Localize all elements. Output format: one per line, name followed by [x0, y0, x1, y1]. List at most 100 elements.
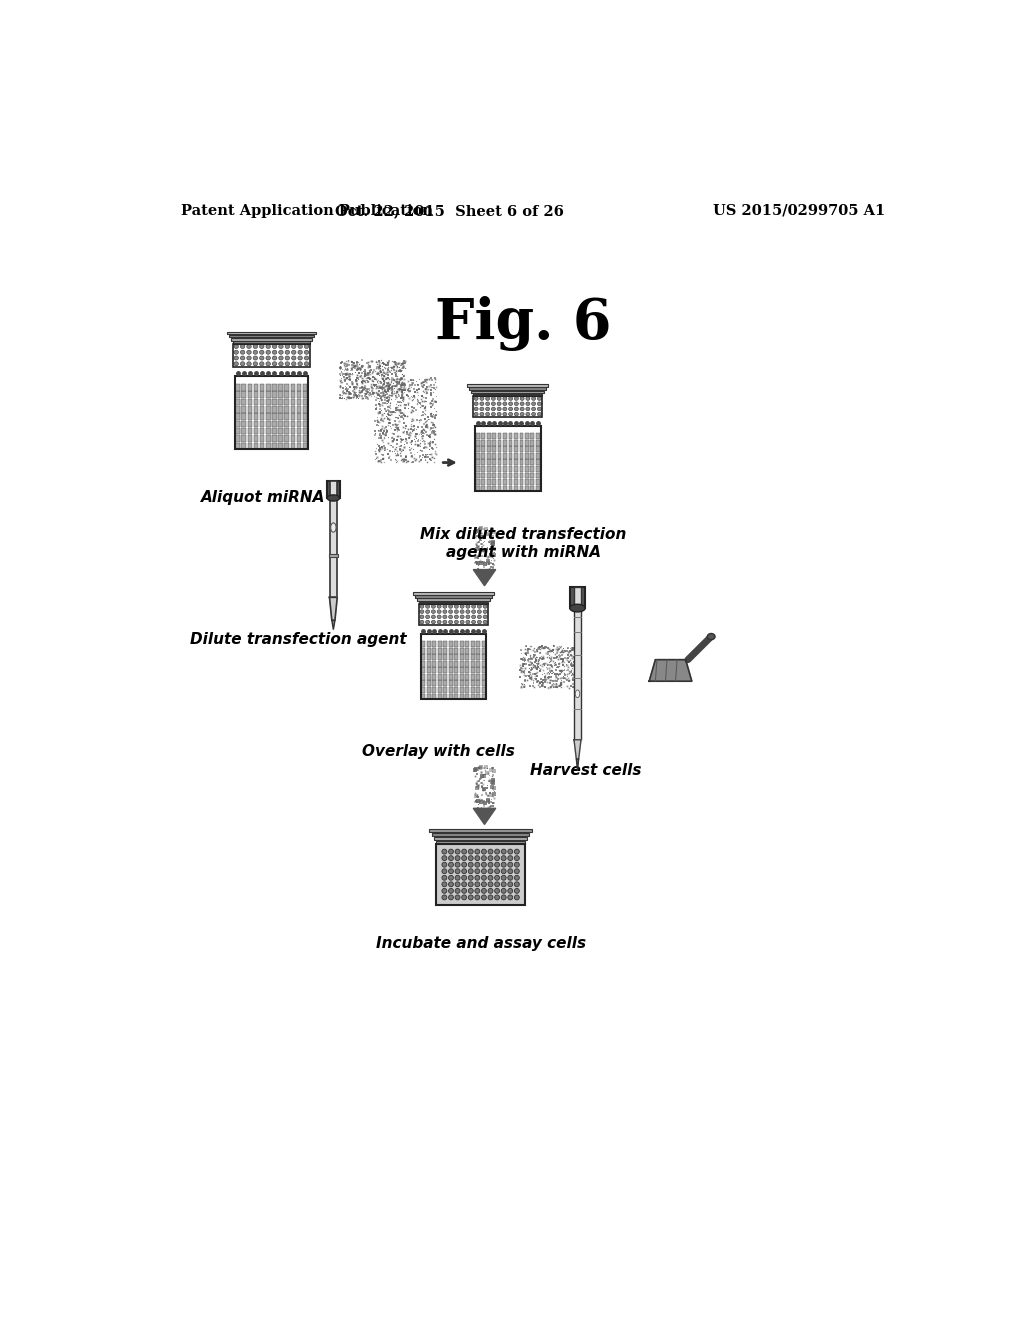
Bar [229, 335, 313, 338]
Ellipse shape [475, 888, 480, 894]
Bar [248, 399, 252, 405]
Ellipse shape [477, 620, 481, 624]
Ellipse shape [481, 895, 486, 900]
Ellipse shape [466, 610, 470, 614]
Bar [266, 399, 270, 405]
Ellipse shape [431, 615, 435, 619]
Ellipse shape [475, 855, 480, 861]
Ellipse shape [503, 401, 507, 405]
Ellipse shape [485, 407, 489, 411]
Ellipse shape [331, 523, 336, 532]
Ellipse shape [304, 356, 309, 360]
Bar [498, 440, 502, 446]
Polygon shape [577, 759, 579, 771]
Text: Overlay with cells: Overlay with cells [361, 743, 514, 759]
Bar [266, 421, 270, 428]
Text: Incubate and assay cells: Incubate and assay cells [376, 936, 586, 952]
Bar [291, 384, 295, 391]
Bar [443, 642, 447, 647]
Bar [297, 428, 301, 434]
Bar [498, 479, 502, 484]
Ellipse shape [272, 356, 276, 360]
Bar [438, 681, 441, 686]
Bar [421, 693, 425, 700]
Ellipse shape [279, 362, 284, 366]
Bar [469, 388, 546, 389]
Bar [514, 440, 518, 446]
Ellipse shape [442, 615, 446, 619]
Bar [530, 486, 535, 491]
Ellipse shape [233, 356, 239, 360]
Bar [436, 843, 524, 906]
Ellipse shape [475, 849, 480, 854]
Bar [285, 442, 289, 449]
Bar [233, 342, 309, 343]
Bar [455, 693, 458, 700]
Ellipse shape [259, 350, 264, 354]
Ellipse shape [426, 620, 430, 624]
Bar [443, 668, 447, 673]
Ellipse shape [495, 849, 500, 854]
Ellipse shape [488, 862, 493, 867]
Ellipse shape [442, 610, 446, 614]
Bar [481, 446, 485, 453]
Bar [476, 648, 480, 653]
Bar [248, 421, 252, 428]
Bar [514, 479, 518, 484]
Ellipse shape [477, 605, 481, 609]
Ellipse shape [285, 350, 290, 354]
Bar [471, 693, 475, 700]
Bar [471, 686, 475, 693]
Bar [285, 384, 289, 391]
Bar [449, 661, 453, 667]
Ellipse shape [272, 362, 276, 366]
Ellipse shape [492, 412, 496, 416]
Ellipse shape [508, 882, 513, 887]
Ellipse shape [442, 620, 446, 624]
Bar [455, 681, 458, 686]
Bar [503, 433, 507, 440]
Ellipse shape [292, 356, 296, 360]
Bar [525, 479, 529, 484]
Bar [432, 668, 436, 673]
Bar [303, 391, 307, 397]
Bar [236, 384, 240, 391]
Bar [291, 428, 295, 434]
Bar [455, 648, 458, 653]
Ellipse shape [442, 875, 446, 880]
Bar [509, 486, 512, 491]
Ellipse shape [449, 882, 454, 887]
Ellipse shape [466, 615, 470, 619]
Ellipse shape [449, 862, 454, 867]
Polygon shape [649, 660, 692, 681]
Ellipse shape [514, 869, 519, 874]
Ellipse shape [501, 855, 506, 861]
Bar [254, 421, 258, 428]
Ellipse shape [474, 407, 478, 411]
Text: Dilute transfection agent: Dilute transfection agent [190, 632, 407, 647]
Ellipse shape [259, 362, 264, 366]
Bar [231, 338, 311, 341]
Bar [260, 413, 264, 420]
Bar [481, 479, 485, 484]
Bar [498, 433, 502, 440]
Ellipse shape [495, 869, 500, 874]
Bar [465, 661, 469, 667]
Bar [536, 453, 540, 459]
Bar [266, 384, 270, 391]
Ellipse shape [480, 412, 484, 416]
Ellipse shape [259, 345, 264, 348]
Ellipse shape [253, 362, 258, 366]
Ellipse shape [497, 401, 501, 405]
Bar [530, 433, 535, 440]
Bar [509, 440, 512, 446]
Bar [465, 693, 469, 700]
Bar [503, 459, 507, 465]
Ellipse shape [488, 849, 493, 854]
Polygon shape [330, 598, 337, 620]
Ellipse shape [508, 869, 513, 874]
Ellipse shape [480, 397, 484, 400]
Bar [569, 586, 586, 609]
Bar [514, 466, 518, 471]
Ellipse shape [488, 875, 493, 880]
